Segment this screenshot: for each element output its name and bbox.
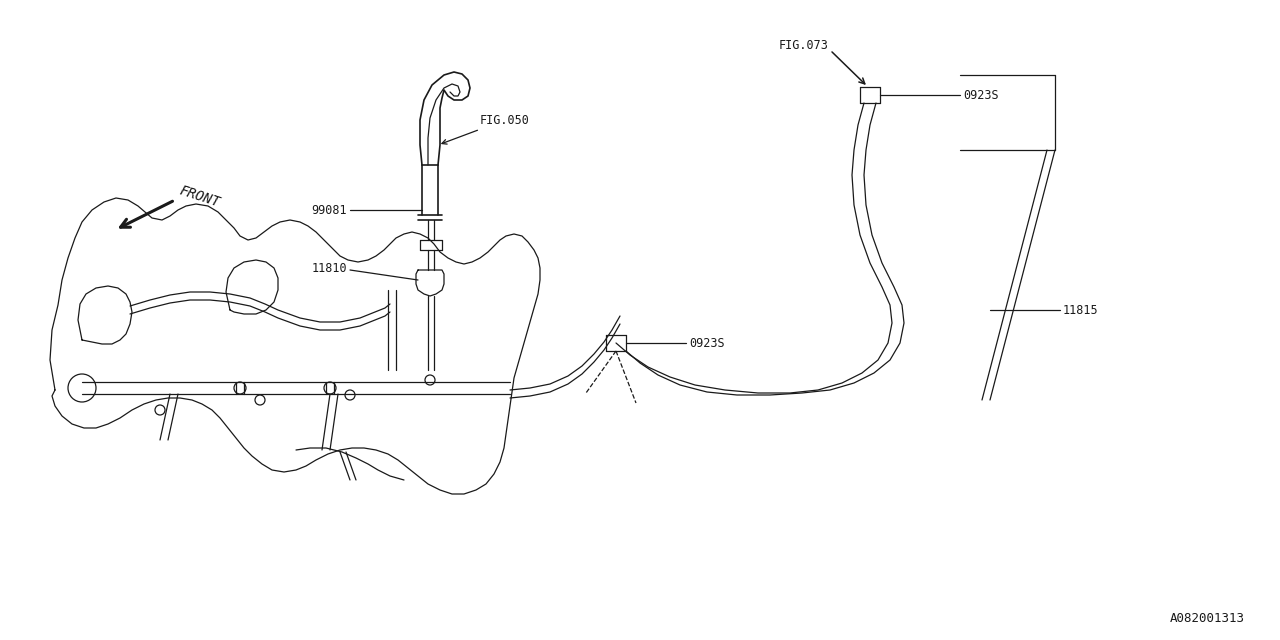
Text: FRONT: FRONT xyxy=(177,184,221,210)
Text: 11815: 11815 xyxy=(1062,303,1098,317)
Text: A082001313: A082001313 xyxy=(1170,612,1245,625)
Text: 0923S: 0923S xyxy=(689,337,724,349)
Text: 11810: 11810 xyxy=(311,262,347,275)
Text: 0923S: 0923S xyxy=(963,88,998,102)
Text: 99081: 99081 xyxy=(311,204,347,216)
Text: FIG.073: FIG.073 xyxy=(778,38,828,51)
Text: FIG.050: FIG.050 xyxy=(442,113,530,144)
